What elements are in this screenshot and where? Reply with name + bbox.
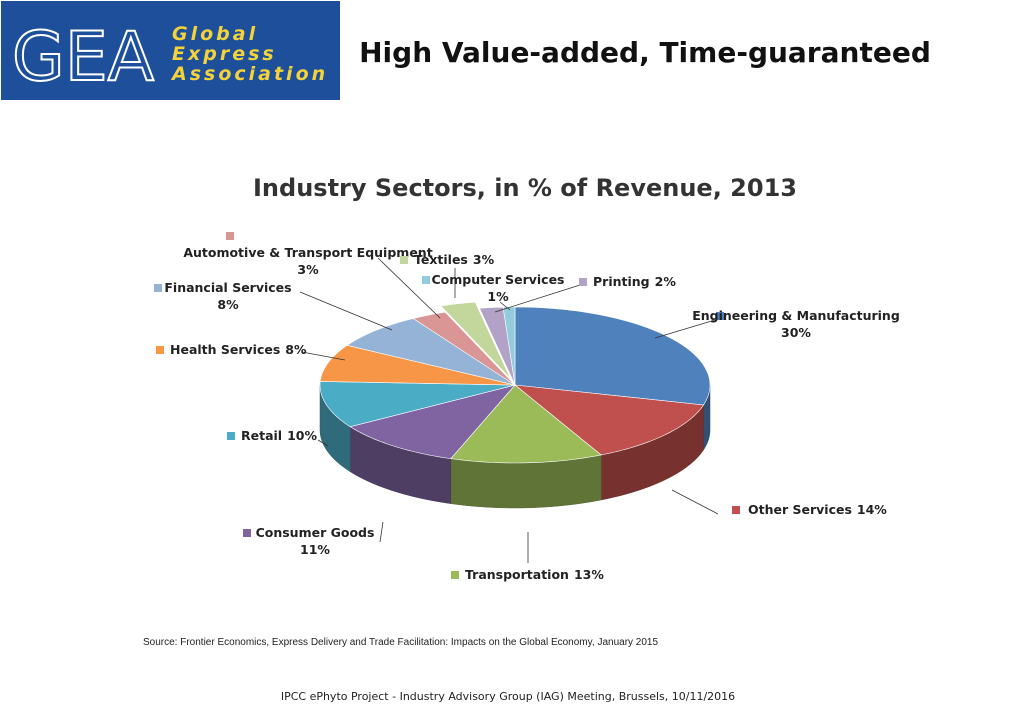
leader-line — [301, 351, 346, 361]
slice-label: 8% — [217, 297, 239, 312]
logo-text: Global — [172, 23, 258, 45]
value-label: 8% — [217, 297, 239, 312]
leader-line — [379, 521, 384, 543]
slice-label: Consumer Goods — [256, 525, 375, 540]
slice — [319, 381, 516, 428]
legend-swatch — [716, 312, 724, 320]
legend-swatch — [579, 278, 587, 286]
logo-text: Express — [172, 43, 277, 65]
value-label: 11% — [300, 542, 330, 557]
category-label: Consumer Goods — [256, 525, 375, 540]
value-label: 3% — [473, 252, 495, 267]
slice — [514, 306, 711, 406]
value-label: 8% — [285, 342, 307, 357]
slice — [346, 318, 516, 386]
slice — [502, 306, 516, 386]
legend-swatch — [422, 276, 430, 284]
value-label: 3% — [297, 262, 319, 277]
slice — [349, 384, 516, 459]
value-label: 30% — [781, 325, 811, 340]
value-label: 14% — [857, 502, 887, 517]
legend-swatch — [227, 432, 235, 440]
legend-swatch — [156, 346, 164, 354]
slide-title: High Value-added, Time-guaranteed — [359, 36, 931, 69]
category-label: Engineering & Manufacturing — [692, 308, 900, 323]
leader-line — [654, 319, 716, 339]
logo-mark: GEA — [12, 18, 154, 97]
slice — [479, 306, 516, 386]
slice — [514, 384, 705, 456]
category-label: Other Services — [748, 502, 852, 517]
value-label: 1% — [487, 289, 509, 304]
leader-line — [299, 291, 393, 331]
legend-swatch — [732, 506, 740, 514]
category-label: Transportation — [465, 567, 569, 582]
slice-label: Automotive & Transport Equipment — [183, 245, 432, 260]
category-label: Automotive & Transport Equipment — [183, 245, 432, 260]
value-label: 13% — [574, 567, 604, 582]
slice-label: Health Services 8% — [170, 342, 307, 357]
category-label: Computer Services — [431, 272, 564, 287]
category-label: Retail — [241, 428, 282, 443]
leader-line — [317, 439, 329, 447]
category-label: Printing — [593, 274, 650, 289]
logo-text: Association — [170, 63, 328, 85]
source-note: Source: Frontier Economics, Express Deli… — [143, 637, 658, 648]
leader-line — [494, 284, 581, 313]
slice-label: Financial Services — [164, 280, 291, 295]
slice-label: Printing 2% — [593, 274, 676, 289]
leader-line — [499, 301, 511, 311]
leader-line — [671, 489, 719, 515]
category-label: Financial Services — [164, 280, 291, 295]
slice-label: Other Services 14% — [748, 502, 887, 517]
category-label: Textiles — [414, 252, 468, 267]
leader-line — [377, 257, 441, 319]
value-label: 2% — [655, 274, 677, 289]
legend-swatch — [400, 256, 408, 264]
legend-swatch — [243, 529, 251, 537]
slice-label: Computer Services — [431, 272, 564, 287]
logo-box — [1, 1, 340, 100]
logo: GEA Global Express Association — [1, 1, 340, 100]
slice-label: 3% — [297, 262, 319, 277]
slice — [412, 311, 516, 386]
chart-title: Industry Sectors, in % of Revenue, 2013 — [253, 174, 797, 202]
legend-swatch — [451, 571, 459, 579]
slice-label: 1% — [487, 289, 509, 304]
footer: IPCC ePhyto Project - Industry Advisory … — [281, 690, 735, 703]
legend-swatch — [226, 232, 234, 240]
slice-label: Textiles 3% — [414, 252, 495, 267]
slice-label: 11% — [300, 542, 330, 557]
slice-label: Engineering & Manufacturing — [692, 308, 900, 323]
slice-label: Retail 10% — [241, 428, 317, 443]
value-label: 10% — [287, 428, 317, 443]
slice — [440, 301, 511, 380]
category-label: Health Services — [170, 342, 280, 357]
slice-label: Transportation 13% — [465, 567, 604, 582]
slice-label: 30% — [781, 325, 811, 340]
slice — [319, 344, 516, 386]
slice — [450, 384, 602, 464]
pie-chart: Engineering & Manufacturing 30% Other Serv… — [154, 232, 900, 582]
legend-swatch — [154, 284, 162, 292]
